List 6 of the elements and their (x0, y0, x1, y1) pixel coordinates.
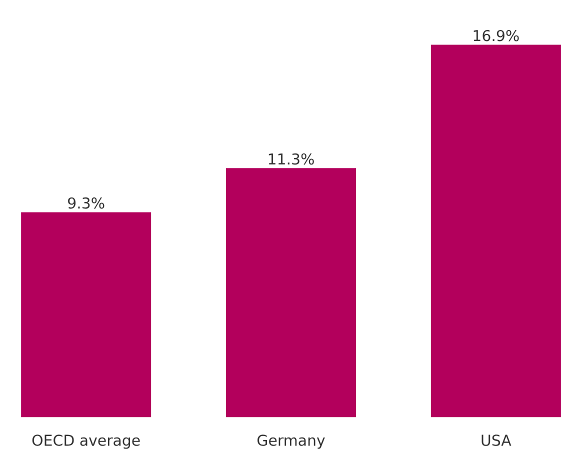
data-label: 16.9% (474, 30, 519, 42)
x-tick-label: USA (482, 434, 512, 446)
x-tick-label: OECD average (32, 434, 140, 449)
data-label: 9.3% (68, 197, 104, 209)
data-label: 11.3% (268, 153, 314, 165)
x-tick-label: Germany (258, 434, 325, 449)
